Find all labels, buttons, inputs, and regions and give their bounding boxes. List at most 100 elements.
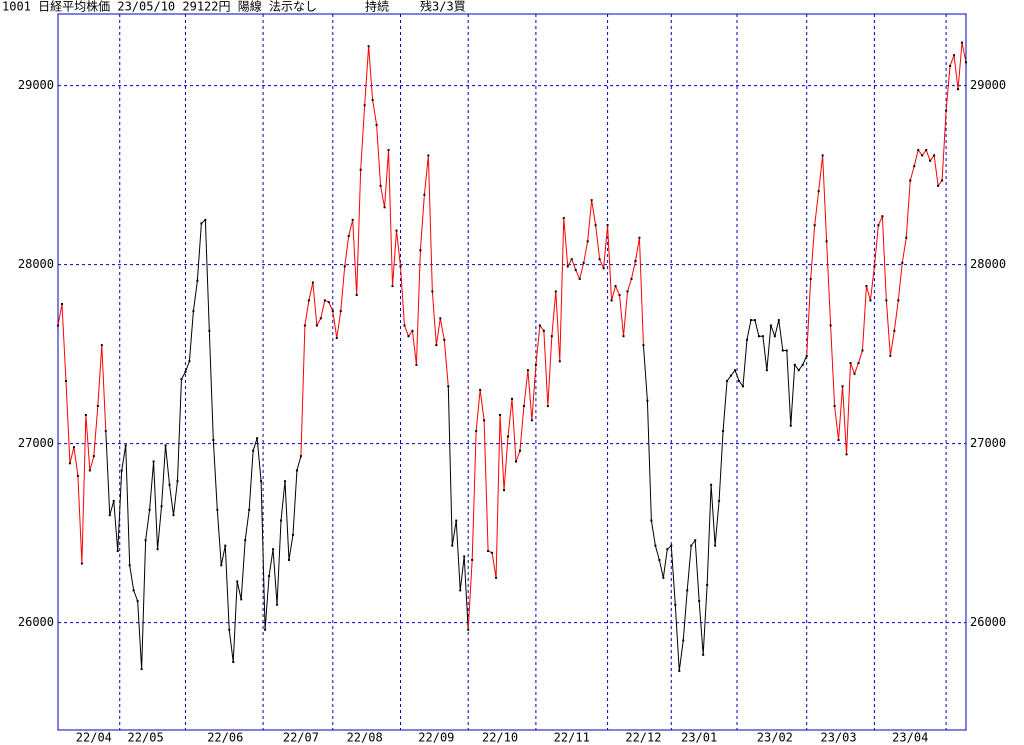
point bbox=[303, 324, 306, 327]
point bbox=[674, 603, 677, 606]
point bbox=[343, 265, 346, 268]
point bbox=[785, 349, 788, 352]
point bbox=[853, 372, 856, 375]
point bbox=[749, 319, 752, 322]
point bbox=[100, 344, 103, 347]
y-tick-label-right: 26000 bbox=[970, 615, 1006, 629]
point bbox=[690, 544, 693, 547]
point bbox=[590, 199, 593, 202]
point bbox=[873, 265, 876, 268]
point bbox=[602, 267, 605, 270]
point bbox=[945, 109, 948, 112]
point bbox=[534, 363, 537, 366]
point bbox=[881, 215, 884, 218]
point bbox=[662, 576, 665, 579]
point bbox=[252, 449, 255, 452]
point bbox=[268, 575, 271, 578]
point bbox=[849, 362, 852, 365]
point bbox=[702, 653, 705, 656]
point bbox=[168, 483, 171, 486]
point bbox=[586, 240, 589, 243]
point bbox=[463, 555, 466, 558]
point bbox=[554, 290, 557, 293]
point bbox=[363, 104, 366, 107]
y-tick-label: 26000 bbox=[18, 615, 54, 629]
point bbox=[156, 548, 159, 551]
point bbox=[925, 149, 928, 152]
point bbox=[60, 302, 63, 305]
point bbox=[172, 514, 175, 517]
x-tick-label: 22/10 bbox=[482, 731, 518, 745]
point bbox=[610, 299, 613, 302]
connector bbox=[447, 386, 453, 546]
point bbox=[678, 669, 681, 672]
point bbox=[686, 589, 689, 592]
point bbox=[204, 218, 207, 221]
point bbox=[511, 397, 513, 400]
y-tick-label-right: 28000 bbox=[970, 257, 1006, 271]
point bbox=[817, 190, 820, 193]
point bbox=[761, 335, 764, 338]
point bbox=[244, 539, 247, 542]
point bbox=[909, 179, 912, 182]
point bbox=[745, 338, 748, 341]
point bbox=[646, 399, 649, 402]
point bbox=[327, 301, 330, 304]
point bbox=[140, 668, 143, 671]
point bbox=[626, 290, 629, 293]
point bbox=[921, 154, 924, 157]
point bbox=[877, 224, 880, 227]
point bbox=[574, 268, 577, 271]
point bbox=[654, 544, 657, 547]
point bbox=[451, 544, 454, 547]
point bbox=[901, 261, 904, 264]
point bbox=[200, 222, 203, 225]
point bbox=[507, 435, 510, 438]
point bbox=[483, 419, 486, 422]
point bbox=[248, 508, 251, 511]
point bbox=[295, 469, 298, 472]
point bbox=[260, 480, 263, 483]
point bbox=[833, 405, 836, 408]
point bbox=[439, 317, 442, 320]
point bbox=[949, 64, 952, 67]
point bbox=[582, 261, 585, 264]
point bbox=[542, 329, 545, 332]
point bbox=[176, 480, 179, 483]
point bbox=[598, 258, 601, 261]
x-tick-label: 22/06 bbox=[207, 731, 243, 745]
connector bbox=[642, 345, 648, 401]
point bbox=[666, 548, 669, 551]
plot-frame bbox=[57, 13, 967, 731]
point bbox=[578, 277, 581, 280]
point bbox=[917, 149, 920, 152]
x-tick-label: 22/11 bbox=[554, 731, 590, 745]
point bbox=[232, 660, 235, 663]
point bbox=[459, 589, 462, 592]
point bbox=[570, 258, 573, 261]
y-tick-label: 28000 bbox=[18, 257, 54, 271]
y-tick-label: 29000 bbox=[18, 78, 54, 92]
point bbox=[323, 299, 326, 302]
y-tick-label-right: 27000 bbox=[970, 436, 1006, 450]
point bbox=[566, 265, 569, 268]
point bbox=[638, 236, 641, 239]
point bbox=[698, 600, 701, 603]
point bbox=[435, 344, 438, 347]
point bbox=[957, 88, 960, 91]
x-tick-label: 22/07 bbox=[283, 731, 319, 745]
point bbox=[391, 285, 394, 288]
point bbox=[471, 558, 474, 561]
point bbox=[331, 310, 334, 313]
point bbox=[546, 405, 549, 408]
point bbox=[801, 363, 804, 366]
point bbox=[650, 519, 653, 522]
header-middle: 持続 bbox=[365, 0, 389, 14]
point bbox=[809, 277, 812, 280]
point bbox=[339, 310, 342, 313]
point bbox=[558, 360, 561, 363]
point bbox=[634, 260, 637, 263]
point bbox=[757, 335, 760, 338]
point bbox=[718, 499, 721, 502]
